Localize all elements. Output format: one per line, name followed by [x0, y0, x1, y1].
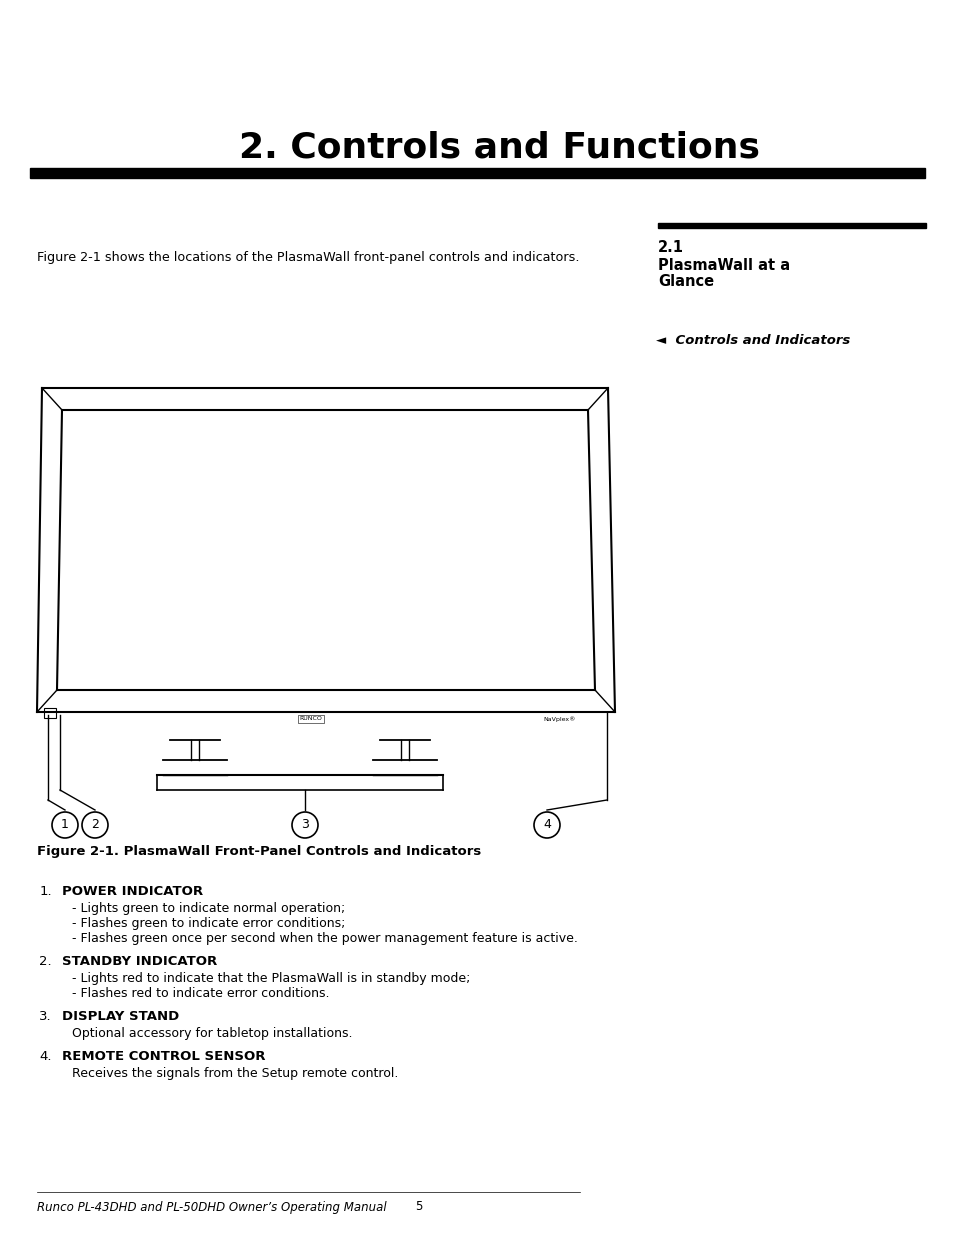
Text: 4: 4 [542, 819, 551, 831]
Text: DISPLAY STAND: DISPLAY STAND [62, 1010, 179, 1023]
Text: 2: 2 [91, 819, 99, 831]
Text: 1.: 1. [39, 885, 52, 898]
Text: 4.: 4. [39, 1050, 52, 1063]
Text: Optional accessory for tabletop installations.: Optional accessory for tabletop installa… [71, 1028, 352, 1040]
Text: Figure 2-1. PlasmaWall Front-Panel Controls and Indicators: Figure 2-1. PlasmaWall Front-Panel Contr… [37, 846, 480, 858]
Text: - Flashes green to indicate error conditions;: - Flashes green to indicate error condit… [71, 918, 345, 930]
Text: REMOTE CONTROL SENSOR: REMOTE CONTROL SENSOR [62, 1050, 265, 1063]
Text: - Lights red to indicate that the PlasmaWall is in standby mode;: - Lights red to indicate that the Plasma… [71, 972, 470, 986]
Bar [44, 708, 56, 718]
Text: NaVplex®: NaVplex® [543, 716, 576, 721]
Text: 2. Controls and Functions: 2. Controls and Functions [239, 131, 760, 165]
Text: 3: 3 [301, 819, 309, 831]
Text: Figure 2-1 shows the locations of the PlasmaWall front-panel controls and indica: Figure 2-1 shows the locations of the Pl… [37, 252, 578, 264]
Text: 2.1: 2.1 [658, 241, 683, 256]
Polygon shape [57, 410, 595, 690]
Text: ◄  Controls and Indicators: ◄ Controls and Indicators [656, 333, 849, 347]
Text: - Flashes green once per second when the power management feature is active.: - Flashes green once per second when the… [71, 932, 578, 945]
Text: 3.: 3. [39, 1010, 52, 1023]
Bar [658, 224, 925, 228]
Text: - Flashes red to indicate error conditions.: - Flashes red to indicate error conditio… [71, 987, 329, 1000]
Text: 1: 1 [61, 819, 69, 831]
Text: Glance: Glance [658, 274, 714, 289]
Text: - Lights green to indicate normal operation;: - Lights green to indicate normal operat… [71, 902, 345, 915]
Text: PlasmaWall at a: PlasmaWall at a [658, 258, 789, 273]
Text: Receives the signals from the Setup remote control.: Receives the signals from the Setup remo… [71, 1067, 398, 1079]
Text: 5: 5 [415, 1200, 422, 1214]
Text: 2.: 2. [39, 955, 52, 968]
Text: RUNCO: RUNCO [299, 716, 322, 721]
Text: POWER INDICATOR: POWER INDICATOR [62, 885, 203, 898]
Bar [30, 168, 924, 178]
Text: Runco PL-43DHD and PL-50DHD Owner’s Operating Manual: Runco PL-43DHD and PL-50DHD Owner’s Oper… [37, 1200, 386, 1214]
Text: STANDBY INDICATOR: STANDBY INDICATOR [62, 955, 217, 968]
